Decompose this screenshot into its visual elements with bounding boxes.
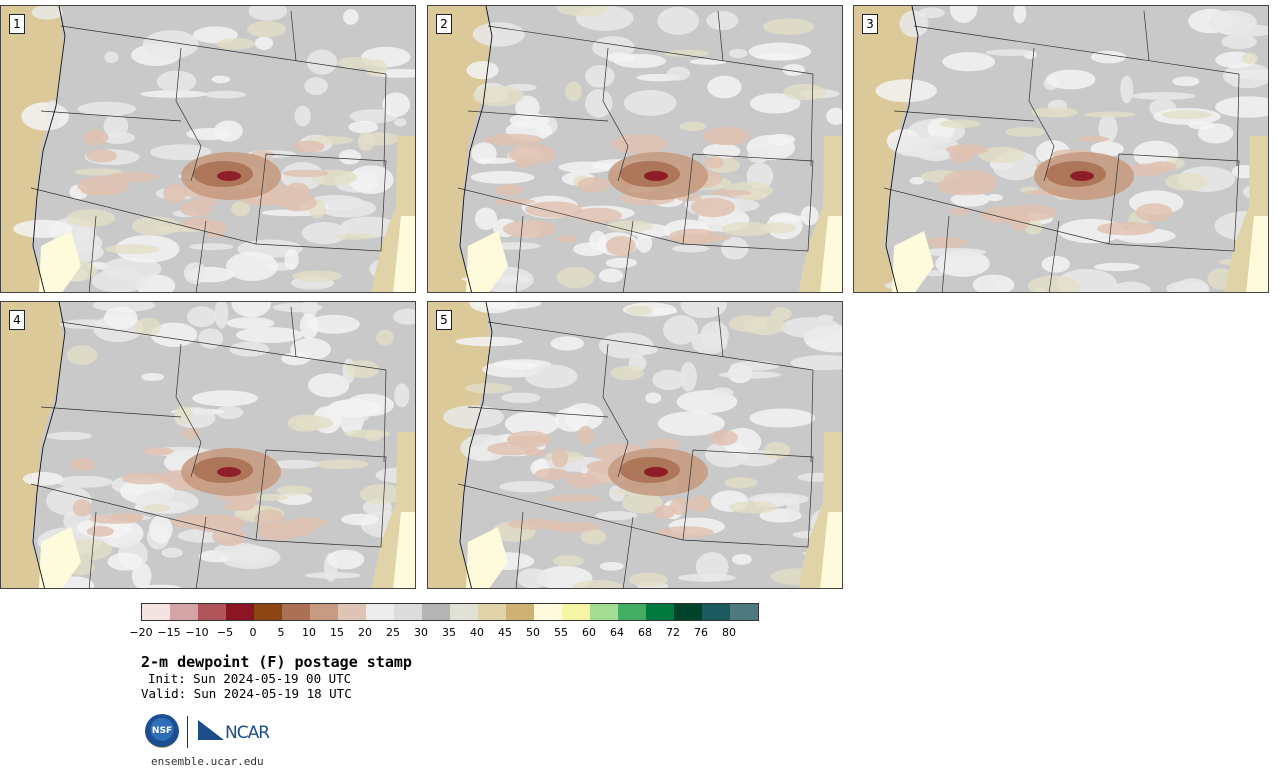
logo-divider (187, 716, 188, 748)
colorbar-tick-label: −20 (129, 626, 153, 639)
colorbar-tick-label: 25 (386, 626, 400, 639)
panel-label: 3 (862, 14, 878, 34)
map-panel-3: 3 (853, 5, 1269, 293)
colorbar-swatch (618, 604, 646, 620)
colorbar-tick-label: 0 (249, 626, 257, 639)
colorbar-swatch (534, 604, 562, 620)
panel-label: 5 (436, 310, 452, 330)
colorbar-tick-label: 30 (414, 626, 428, 639)
colorbar-tick-label: 64 (610, 626, 624, 639)
colorbar-ticks: −20 −15 −10 −5 0 5 10 15 20 25 30 35 40 45 50 55 60 64 68 7… (129, 626, 770, 640)
colorbar-tick-label: −10 (185, 626, 209, 639)
dewpoint-map (854, 6, 1268, 292)
map-panel-1: 1 (0, 5, 416, 293)
nsf-logo: NSF (145, 714, 179, 748)
colorbar-swatch (310, 604, 338, 620)
colorbar-swatch (478, 604, 506, 620)
colorbar-tick-label: −15 (157, 626, 181, 639)
colorbar-tick-label: 55 (554, 626, 568, 639)
colorbar-swatch (142, 604, 170, 620)
plot-title: 2-m dewpoint (F) postage stamp (141, 653, 412, 671)
colorbar-swatch (730, 604, 758, 620)
colorbar-tick-label: 5 (277, 626, 285, 639)
colorbar-tick-label: 40 (470, 626, 484, 639)
colorbar-swatch (254, 604, 282, 620)
map-panel-2: 2 (427, 5, 843, 293)
colorbar-tick-label: 50 (526, 626, 540, 639)
map-panel-5: 5 (427, 301, 843, 589)
colorbar-tick-label: 68 (638, 626, 652, 639)
colorbar-swatch (198, 604, 226, 620)
dewpoint-map (1, 302, 415, 588)
dewpoint-map (428, 6, 842, 292)
colorbar-swatch (674, 604, 702, 620)
ncar-logo: NCAR (225, 723, 270, 743)
colorbar-swatch (562, 604, 590, 620)
colorbar-swatch (702, 604, 730, 620)
ncar-mark-icon (198, 720, 224, 740)
logos: NSF NCAR (145, 714, 275, 752)
colorbar-swatch (170, 604, 198, 620)
colorbar-tick-label: 45 (498, 626, 512, 639)
colorbar-swatch (506, 604, 534, 620)
colorbar-tick-label: 15 (330, 626, 344, 639)
colorbar-tick-label: 76 (694, 626, 708, 639)
colorbar-tick-label: 72 (666, 626, 680, 639)
colorbar-swatch (590, 604, 618, 620)
colorbar (141, 603, 759, 621)
init-time: Init: Sun 2024-05-19 00 UTC (148, 671, 352, 686)
colorbar-swatch (282, 604, 310, 620)
dewpoint-map (1, 6, 415, 292)
panel-label: 2 (436, 14, 452, 34)
map-panel-4: 4 (0, 301, 416, 589)
colorbar-swatch (422, 604, 450, 620)
colorbar-tick-label: 35 (442, 626, 456, 639)
colorbar-tick-label: 80 (722, 626, 736, 639)
valid-time: Valid: Sun 2024-05-19 18 UTC (141, 686, 352, 701)
panel-label: 1 (9, 14, 25, 34)
colorbar-swatch (226, 604, 254, 620)
colorbar-swatch (366, 604, 394, 620)
colorbar-tick-label: 20 (358, 626, 372, 639)
colorbar-tick-label: −5 (216, 626, 234, 639)
colorbar-swatch (450, 604, 478, 620)
panel-label: 4 (9, 310, 25, 330)
colorbar-swatch (646, 604, 674, 620)
colorbar-swatch (338, 604, 366, 620)
colorbar-swatch (394, 604, 422, 620)
colorbar-tick-label: 10 (302, 626, 316, 639)
site-url: ensemble.ucar.edu (151, 755, 264, 768)
dewpoint-map (428, 302, 842, 588)
colorbar-tick-label: 60 (582, 626, 596, 639)
